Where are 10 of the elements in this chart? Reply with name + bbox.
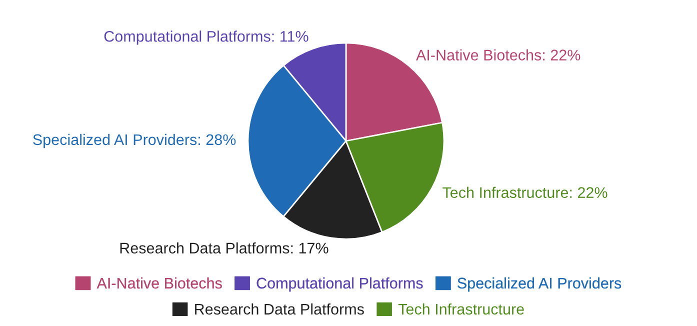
- legend-label: AI-Native Biotechs: [96, 277, 222, 289]
- legend-label: Specialized AI Providers: [458, 277, 622, 292]
- data-label: Tech Infrastructure: 22%: [442, 186, 608, 198]
- data-label: Research Data Platforms: 17%: [120, 242, 328, 254]
- data-label: AI-Native Biotechs: 22%: [416, 49, 580, 60]
- legend-label: Research Data Platforms: [195, 303, 364, 315]
- legend-label: Computational Platforms: [256, 277, 423, 292]
- legend-label: Tech Infrastructure: [398, 303, 524, 315]
- data-label: Computational Platforms: 11%: [104, 30, 308, 45]
- data-label: Specialized AI Providers: 28%: [33, 134, 236, 148]
